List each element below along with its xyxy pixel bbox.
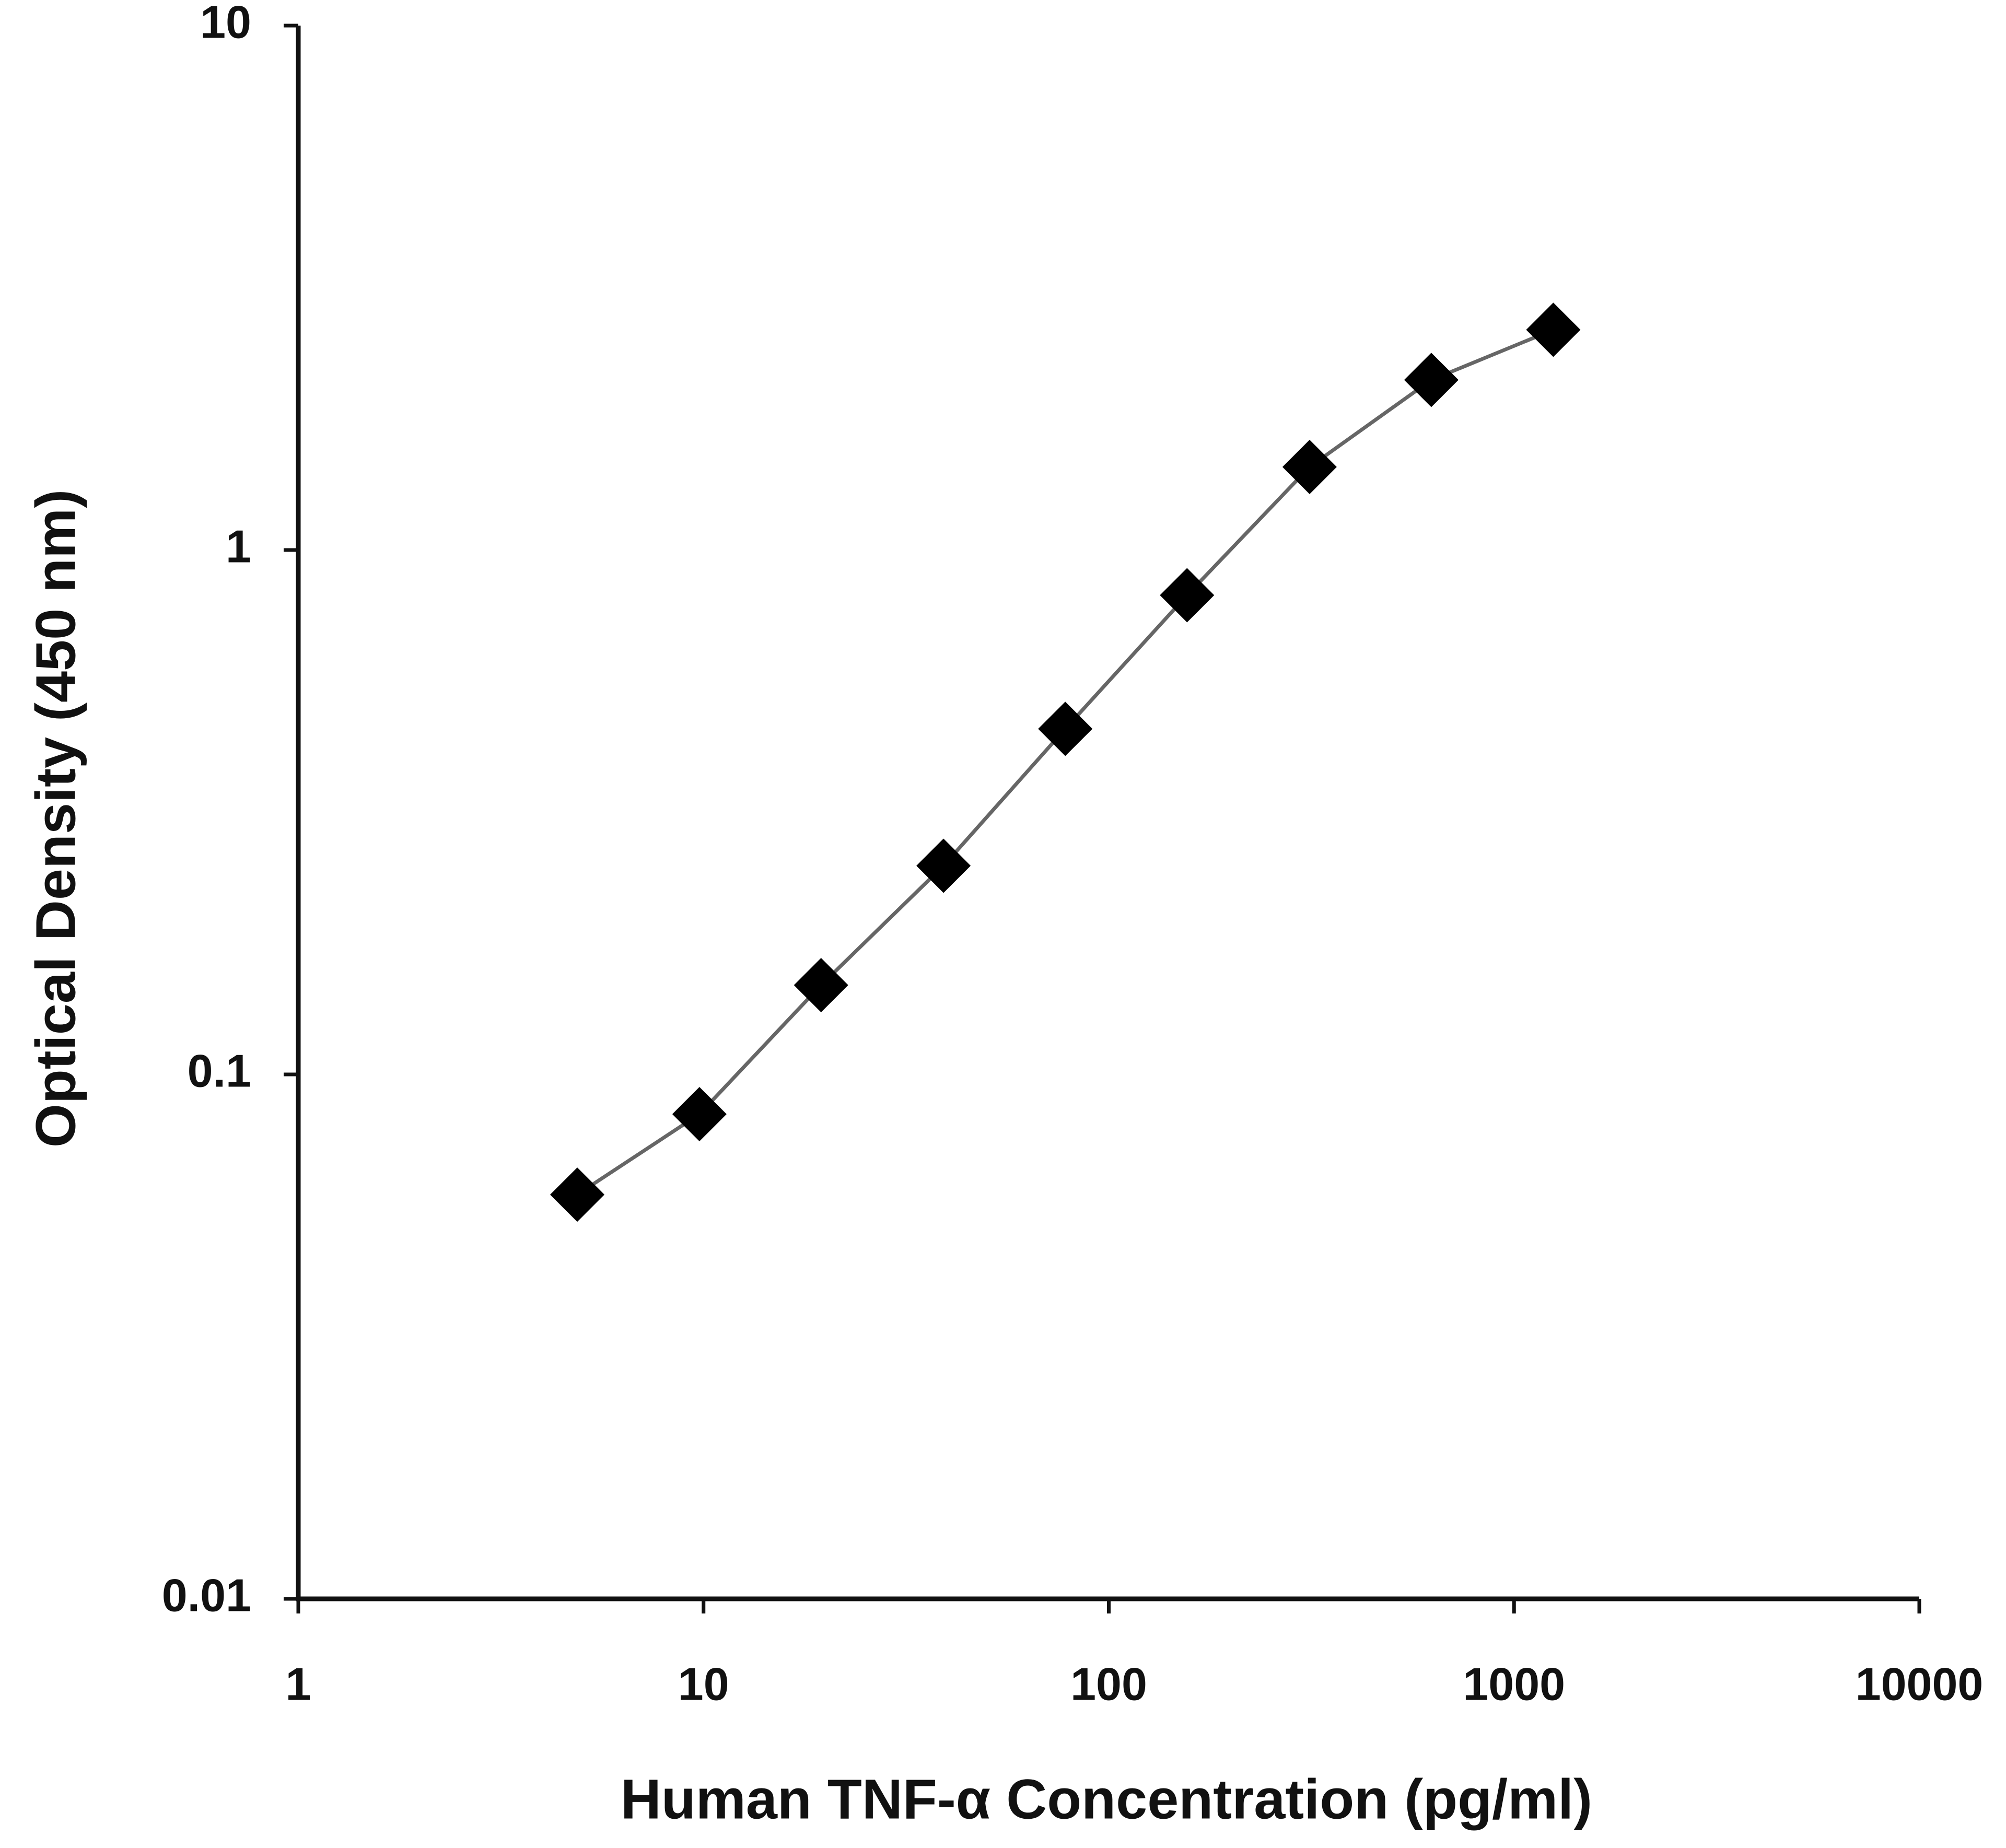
data-point	[550, 1167, 605, 1222]
data-point	[916, 838, 971, 893]
y-axis-title: Optical Density (450 nm)	[24, 489, 87, 1148]
x-tick-label: 100	[1070, 1658, 1147, 1710]
x-tick-label: 10000	[1856, 1658, 1984, 1710]
x-tick-label: 1	[286, 1658, 311, 1710]
x-tick-label: 1000	[1463, 1658, 1565, 1710]
x-tick-label: 10	[678, 1658, 729, 1710]
data-point	[672, 1087, 727, 1142]
data-point	[1038, 701, 1093, 756]
y-tick-label: 0.1	[188, 1045, 251, 1096]
data-point	[1404, 353, 1459, 407]
y-tick-label: 1	[226, 520, 251, 572]
x-axis-title: Human TNF-α Concentration (pg/ml)	[621, 1768, 1592, 1831]
y-tick-label: 10	[200, 0, 251, 48]
data-point	[1282, 440, 1337, 495]
data-point	[794, 958, 848, 1013]
data-point	[1526, 302, 1581, 357]
y-tick-label: 0.01	[162, 1569, 251, 1621]
data-point	[1160, 568, 1215, 623]
series-line	[576, 328, 1554, 1196]
